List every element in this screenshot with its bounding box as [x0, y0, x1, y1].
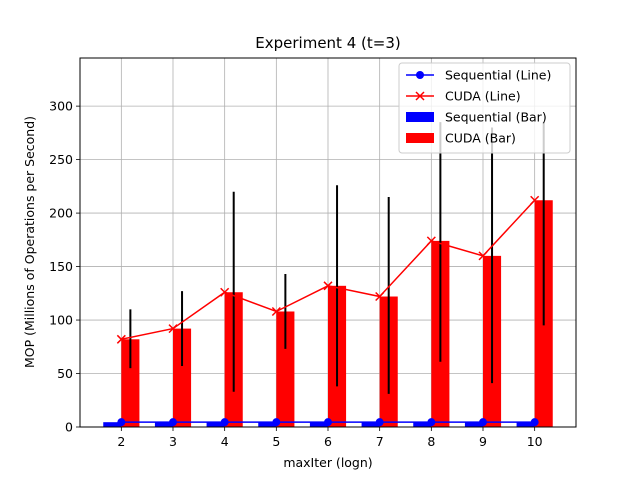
legend-label: CUDA (Bar)	[445, 131, 516, 146]
cuda-bar	[121, 339, 140, 427]
sequential-bar	[258, 422, 277, 427]
legend-label: Sequential (Bar)	[445, 110, 547, 125]
sequential-point	[324, 418, 332, 427]
y-tick-label: 200	[49, 206, 73, 221]
cuda-point	[116, 334, 126, 344]
x-tick-label: 7	[376, 434, 384, 449]
legend-circle-marker	[416, 71, 424, 79]
y-tick-label: 300	[49, 99, 73, 114]
lines-layer	[116, 195, 540, 427]
y-tick-label: 0	[65, 420, 73, 435]
sequential-bar	[206, 422, 225, 427]
sequential-bar	[103, 422, 122, 427]
sequential-bar	[516, 422, 535, 427]
x-axis-ticks: 2 3 4 5 6 7 8 9 10	[117, 427, 543, 449]
x-tick-label: 9	[479, 434, 487, 449]
sequential-point	[272, 418, 281, 427]
y-axis-label: MOP (Millions of Operations per Second)	[22, 116, 37, 368]
sequential-bar	[361, 422, 380, 427]
sequential-bar	[464, 422, 483, 427]
cuda-point	[426, 236, 436, 246]
sequential-bar	[309, 422, 328, 427]
sequential-point	[169, 418, 177, 427]
cuda-point	[530, 195, 540, 205]
cuda-point	[323, 281, 333, 291]
x-tick-label: 6	[324, 434, 332, 449]
legend-bar-swatch	[406, 133, 434, 143]
sequential-bar	[413, 422, 432, 427]
sequential-point	[375, 418, 384, 427]
y-axis-ticks: 0 50 100 150 200 250 300	[49, 99, 80, 435]
x-tick-label: 4	[221, 434, 229, 449]
y-tick-label: 50	[57, 366, 73, 381]
cuda-point	[168, 324, 178, 334]
sequential-point	[220, 418, 229, 427]
y-tick-label: 150	[49, 259, 73, 274]
y-tick-label: 250	[49, 152, 73, 167]
legend: Sequential (Line) CUDA (Line) Sequential (…	[398, 62, 571, 154]
legend-box	[398, 62, 571, 154]
cuda-bar	[276, 311, 295, 427]
sequential-point	[117, 418, 126, 427]
error-bars-layer	[129, 122, 545, 394]
cuda-point	[478, 251, 488, 261]
cuda-point	[220, 287, 230, 297]
sequential-bar	[154, 422, 173, 427]
cuda-bar	[173, 328, 192, 427]
x-tick-label: 8	[427, 434, 435, 449]
chart-title: Experiment 4 (t=3)	[255, 34, 400, 52]
x-axis-label: maxIter (logn)	[283, 455, 372, 470]
y-tick-label: 100	[49, 313, 73, 328]
legend-label: Sequential (Line)	[445, 68, 551, 83]
cuda-point	[271, 306, 281, 317]
legend-bar-swatch	[406, 112, 434, 122]
x-tick-label: 10	[527, 434, 543, 449]
legend-x-marker	[415, 91, 425, 101]
sequential-point	[427, 418, 436, 427]
legend-label: CUDA (Line)	[445, 89, 521, 104]
x-tick-label: 3	[169, 434, 177, 449]
x-tick-label: 2	[117, 434, 125, 449]
sequential-point	[530, 418, 539, 427]
x-tick-label: 5	[272, 434, 280, 449]
sequential-point	[479, 418, 487, 427]
cuda-point	[375, 291, 385, 302]
